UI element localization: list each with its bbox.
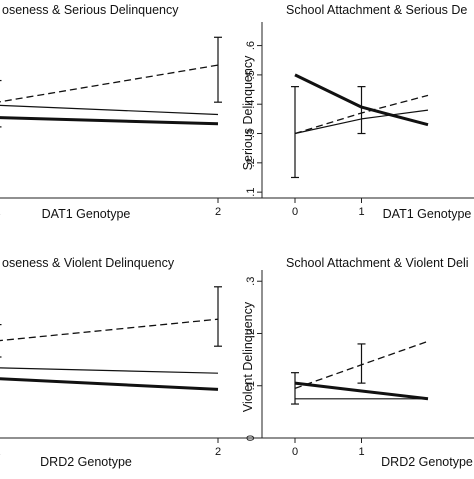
- series-line-dashed: [0, 64, 219, 103]
- y-tick-label: .6: [245, 41, 257, 50]
- x-tick-label: 1: [0, 206, 1, 218]
- y-tick-label: .2: [245, 329, 257, 338]
- y-tick-label: .1: [245, 188, 257, 197]
- x-axis-label: DAT1 Genotype: [42, 207, 131, 221]
- panel-2: School Attachment & Serious De 0 1 DAT1 Gen…: [241, 3, 474, 221]
- series-line-thin-solid: [0, 104, 219, 116]
- panel-title: School Attachment & Serious De: [286, 3, 467, 17]
- y-tick-label: .4: [245, 100, 257, 109]
- y-tick-label: .1: [245, 381, 257, 390]
- y-tick-label: .2: [245, 158, 257, 167]
- x-tick-label: 0: [292, 446, 298, 458]
- y-tick-label: .3: [245, 277, 257, 286]
- series-line-thick-solid: [0, 377, 219, 391]
- y-axis-label: Violent Delinquency: [241, 301, 255, 412]
- series-line-dashed: [0, 318, 219, 342]
- x-tick-label: 0: [292, 206, 298, 218]
- panel-1: oseness & Serious Delinquency 1 2 DAT1 Geno…: [0, 3, 474, 221]
- x-tick-label: 2: [215, 206, 221, 218]
- x-axis-label: DRD2 Genotype: [381, 455, 473, 469]
- y-tick-label: .3: [245, 129, 257, 138]
- x-tick-label: 1: [358, 446, 364, 458]
- x-tick-label: 2: [215, 446, 221, 458]
- x-axis-label: DRD2 Genotype: [40, 455, 132, 469]
- plot-area: [291, 340, 429, 405]
- series-line-thick-solid: [0, 116, 219, 126]
- panel-4: School Attachment & Violent Deli 0 1 DRD2 G…: [241, 256, 474, 469]
- y-axis-label: Serious Delinquency: [241, 55, 255, 170]
- plot-area: [0, 286, 222, 391]
- panel-3: oseness & Violent Delinquency 1 2 DRD2 Geno…: [0, 256, 474, 469]
- x-tick-label: 1: [0, 446, 1, 458]
- panel-title: oseness & Serious Delinquency: [2, 3, 179, 17]
- y-tick-label: .5: [245, 70, 257, 79]
- plot-area: [0, 36, 222, 128]
- panel-title: oseness & Violent Delinquency: [2, 256, 175, 270]
- panel-title: School Attachment & Violent Deli: [286, 256, 469, 270]
- y-tick-label: 0: [245, 435, 257, 441]
- series-line-thin-solid: [0, 367, 219, 374]
- x-tick-label: 1: [358, 206, 364, 218]
- x-axis-label: DAT1 Genotype: [383, 207, 472, 221]
- series-line-thick-solid: [294, 381, 429, 401]
- plot-area: [291, 73, 429, 179]
